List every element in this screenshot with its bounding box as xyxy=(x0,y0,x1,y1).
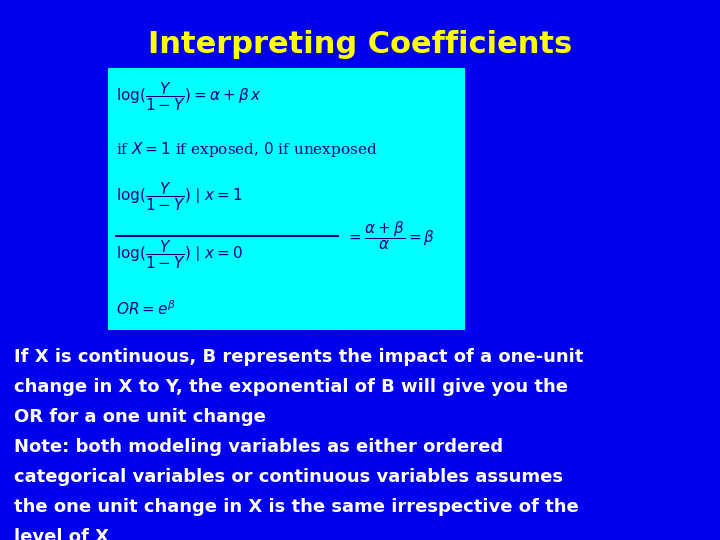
Text: if $X = 1$ if exposed, $0$ if unexposed: if $X = 1$ if exposed, $0$ if unexposed xyxy=(116,140,377,159)
Text: Note: both modeling variables as either ordered: Note: both modeling variables as either … xyxy=(14,438,503,456)
Text: $= \dfrac{\alpha + \beta}{\alpha} = \beta$: $= \dfrac{\alpha + \beta}{\alpha} = \bet… xyxy=(346,220,435,252)
Text: the one unit change in X is the same irrespective of the: the one unit change in X is the same irr… xyxy=(14,498,579,516)
Text: $\log(\dfrac{Y}{1-Y}) = \alpha + \beta \, x$: $\log(\dfrac{Y}{1-Y}) = \alpha + \beta \… xyxy=(116,80,261,113)
Text: If X is continuous, B represents the impact of a one-unit: If X is continuous, B represents the imp… xyxy=(14,348,583,366)
Text: change in X to Y, the exponential of B will give you the: change in X to Y, the exponential of B w… xyxy=(14,378,568,396)
Text: OR for a one unit change: OR for a one unit change xyxy=(14,408,266,426)
Text: level of X: level of X xyxy=(14,528,109,540)
Text: categorical variables or continuous variables assumes: categorical variables or continuous vari… xyxy=(14,468,563,486)
Text: Interpreting Coefficients: Interpreting Coefficients xyxy=(148,30,572,59)
Bar xyxy=(108,68,465,330)
Text: $\log(\dfrac{Y}{1-Y}) \mid x = 0$: $\log(\dfrac{Y}{1-Y}) \mid x = 0$ xyxy=(116,238,243,271)
Text: $OR = e^{\beta}$: $OR = e^{\beta}$ xyxy=(116,299,176,318)
Text: $\log(\dfrac{Y}{1-Y}) \mid x = 1$: $\log(\dfrac{Y}{1-Y}) \mid x = 1$ xyxy=(116,180,243,213)
